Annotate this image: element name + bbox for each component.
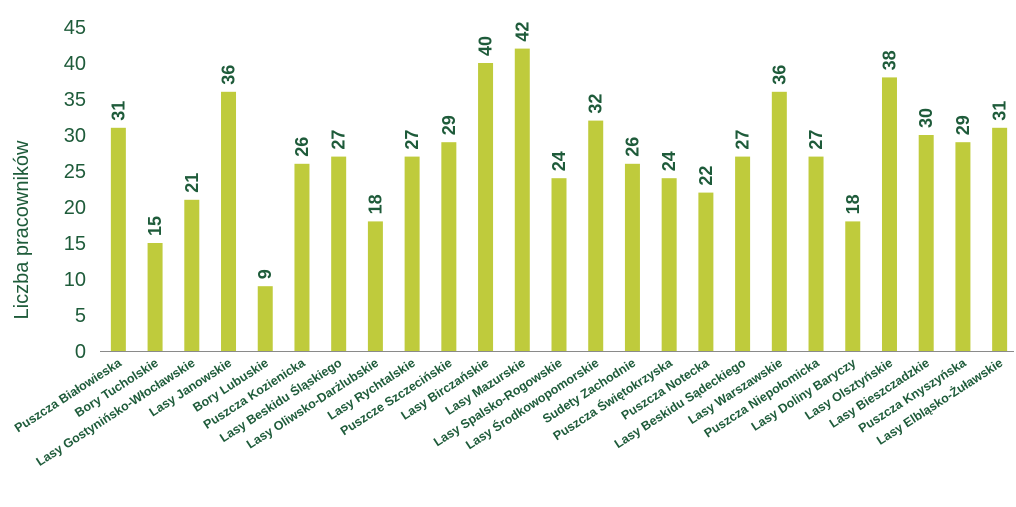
y-tick-label: 30 — [64, 125, 86, 147]
data-label: 36 — [219, 65, 239, 85]
data-label: 27 — [733, 130, 753, 150]
bar — [661, 178, 677, 351]
data-label: 31 — [108, 101, 128, 121]
data-label: 22 — [696, 166, 716, 186]
data-label: 27 — [402, 130, 422, 150]
bar — [881, 77, 897, 352]
bar — [184, 199, 200, 351]
bar — [955, 142, 971, 351]
data-label: 31 — [990, 101, 1010, 121]
data-labels: 31 15 21 36 9 26 27 18 27 29 40 42 24 32 26 24 22 27 36 27 1… — [108, 22, 1009, 280]
bar — [735, 156, 751, 351]
data-label: 26 — [622, 137, 642, 157]
y-axis-label: Liczba pracowników — [11, 140, 33, 320]
data-label: 29 — [439, 115, 459, 135]
data-label: 38 — [879, 50, 899, 70]
data-label: 21 — [182, 173, 202, 193]
bar — [367, 221, 383, 351]
bar — [551, 178, 567, 351]
bar — [404, 156, 420, 351]
data-label: 27 — [329, 130, 349, 150]
data-label: 36 — [769, 65, 789, 85]
data-label: 30 — [916, 108, 936, 128]
bar — [771, 91, 787, 352]
y-tick-label: 45 — [64, 17, 86, 39]
y-tick-label: 5 — [75, 305, 86, 327]
bar — [698, 192, 714, 351]
data-label: 24 — [549, 151, 569, 171]
bar — [147, 243, 163, 351]
data-label: 9 — [255, 269, 275, 279]
bar — [331, 156, 347, 351]
y-tick-label: 35 — [64, 89, 86, 111]
data-label: 18 — [365, 194, 385, 214]
data-label: 26 — [292, 137, 312, 157]
data-label: 32 — [586, 94, 606, 114]
bar — [257, 286, 273, 351]
data-label: 42 — [512, 22, 532, 42]
bar — [588, 120, 604, 351]
y-tick-label: 15 — [64, 233, 86, 255]
bar — [624, 163, 640, 351]
bar — [441, 142, 457, 351]
y-axis-ticks: 0 5 10 15 20 25 30 35 40 45 — [64, 17, 86, 363]
y-tick-label: 25 — [64, 161, 86, 183]
data-label: 24 — [659, 151, 679, 171]
y-tick-label: 20 — [64, 197, 86, 219]
bar — [110, 127, 126, 351]
y-tick-label: 40 — [64, 53, 86, 75]
data-label: 29 — [953, 115, 973, 135]
bar — [808, 156, 824, 351]
data-label: 40 — [476, 36, 496, 56]
y-tick-label: 0 — [75, 341, 86, 363]
data-label: 15 — [145, 216, 165, 236]
bar — [294, 163, 310, 351]
bar — [478, 63, 494, 351]
data-label: 27 — [806, 130, 826, 150]
bars — [110, 48, 1008, 352]
bar — [918, 135, 934, 351]
y-tick-label: 10 — [64, 269, 86, 291]
bar — [514, 48, 530, 351]
data-label: 18 — [843, 194, 863, 214]
bar — [845, 221, 861, 351]
bar — [221, 91, 237, 352]
bar — [992, 127, 1008, 351]
